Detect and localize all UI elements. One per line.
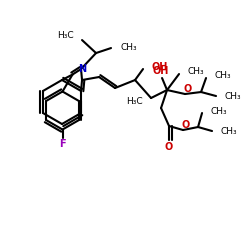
Text: O: O <box>165 142 173 152</box>
Text: OH: OH <box>151 62 168 72</box>
Text: O: O <box>182 120 190 130</box>
Text: OH: OH <box>153 66 169 76</box>
Text: CH₃: CH₃ <box>220 126 237 136</box>
Text: CH₃: CH₃ <box>187 66 204 76</box>
Text: N: N <box>78 64 86 74</box>
Text: CH₃: CH₃ <box>210 106 227 116</box>
Text: CH₃: CH₃ <box>120 42 137 51</box>
Text: O: O <box>184 84 192 94</box>
Text: CH₃: CH₃ <box>224 92 241 100</box>
Text: CH₃: CH₃ <box>214 70 231 80</box>
Text: H₃C: H₃C <box>58 30 74 40</box>
Text: F: F <box>59 138 66 148</box>
Text: H₃C: H₃C <box>126 96 143 106</box>
